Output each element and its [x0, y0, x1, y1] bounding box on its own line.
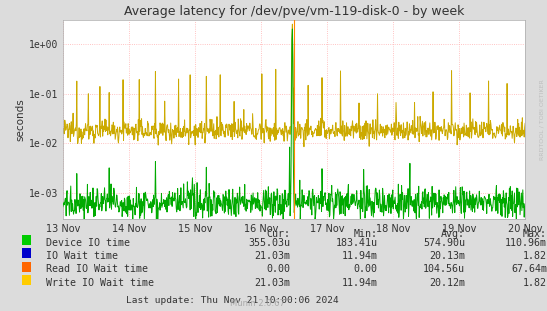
Y-axis label: seconds: seconds — [16, 98, 26, 141]
Text: 104.56u: 104.56u — [423, 264, 465, 274]
Text: Last update: Thu Nov 21 10:00:06 2024: Last update: Thu Nov 21 10:00:06 2024 — [126, 296, 339, 305]
Text: 355.03u: 355.03u — [248, 238, 290, 248]
Text: Max:: Max: — [523, 229, 547, 239]
Text: 20.12m: 20.12m — [429, 278, 465, 288]
Text: Min:: Min: — [353, 229, 377, 239]
Text: 0.00: 0.00 — [353, 264, 377, 274]
Text: Device IO time: Device IO time — [46, 238, 131, 248]
Text: Write IO Wait time: Write IO Wait time — [46, 278, 154, 288]
Text: 1.82: 1.82 — [523, 251, 547, 261]
Text: Cur:: Cur: — [266, 229, 290, 239]
Text: 67.64m: 67.64m — [511, 264, 547, 274]
Text: 21.03m: 21.03m — [254, 278, 290, 288]
Text: 21.03m: 21.03m — [254, 251, 290, 261]
Text: 0.00: 0.00 — [266, 264, 290, 274]
Text: 11.94m: 11.94m — [341, 251, 377, 261]
Text: IO Wait time: IO Wait time — [46, 251, 119, 261]
Text: 110.96m: 110.96m — [505, 238, 547, 248]
Text: Munin 2.0.67: Munin 2.0.67 — [230, 299, 284, 308]
Title: Average latency for /dev/pve/vm-119-disk-0 - by week: Average latency for /dev/pve/vm-119-disk… — [124, 5, 464, 18]
Text: 183.41u: 183.41u — [335, 238, 377, 248]
Text: RRDTOOL / TOBI OETIKER: RRDTOOL / TOBI OETIKER — [539, 79, 544, 160]
Text: 11.94m: 11.94m — [341, 278, 377, 288]
Text: 574.90u: 574.90u — [423, 238, 465, 248]
Text: 20.13m: 20.13m — [429, 251, 465, 261]
Text: 1.82: 1.82 — [523, 278, 547, 288]
Text: Avg:: Avg: — [441, 229, 465, 239]
Text: Read IO Wait time: Read IO Wait time — [46, 264, 148, 274]
